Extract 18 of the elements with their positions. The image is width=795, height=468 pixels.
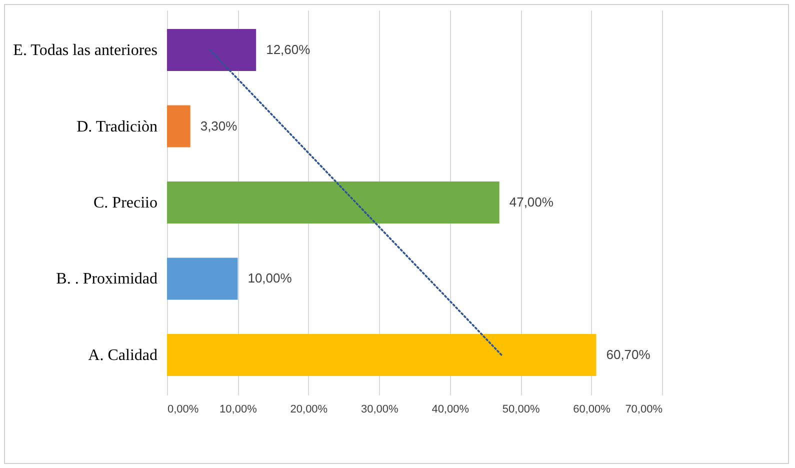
x-tick-label: 30,00% bbox=[360, 404, 399, 416]
x-tick-label: 60,00% bbox=[573, 404, 611, 416]
x-tick-label: 10,00% bbox=[220, 404, 258, 416]
x-tick-label: 70,00% bbox=[625, 404, 663, 416]
y-tick-label: C. Preciio bbox=[94, 194, 158, 212]
y-tick-label: E. Todas las anteriores bbox=[13, 42, 158, 60]
x-tick-label: 40,00% bbox=[432, 404, 470, 416]
data-label: 47,00% bbox=[509, 194, 554, 210]
data-label: 3,30% bbox=[200, 118, 238, 134]
x-tick-label: 20,00% bbox=[290, 404, 328, 416]
data-label: 10,00% bbox=[248, 270, 292, 286]
y-tick-label: D. Tradiciòn bbox=[76, 118, 158, 136]
x-tick-label: 50,00% bbox=[502, 404, 540, 416]
y-tick-label: B. . Proximidad bbox=[56, 270, 158, 288]
y-tick-label: A. Calidad bbox=[88, 346, 158, 364]
data-label: 12,60% bbox=[266, 42, 311, 58]
x-tick-label: 0,00% bbox=[168, 404, 199, 416]
data-label: 60,70% bbox=[606, 346, 651, 362]
